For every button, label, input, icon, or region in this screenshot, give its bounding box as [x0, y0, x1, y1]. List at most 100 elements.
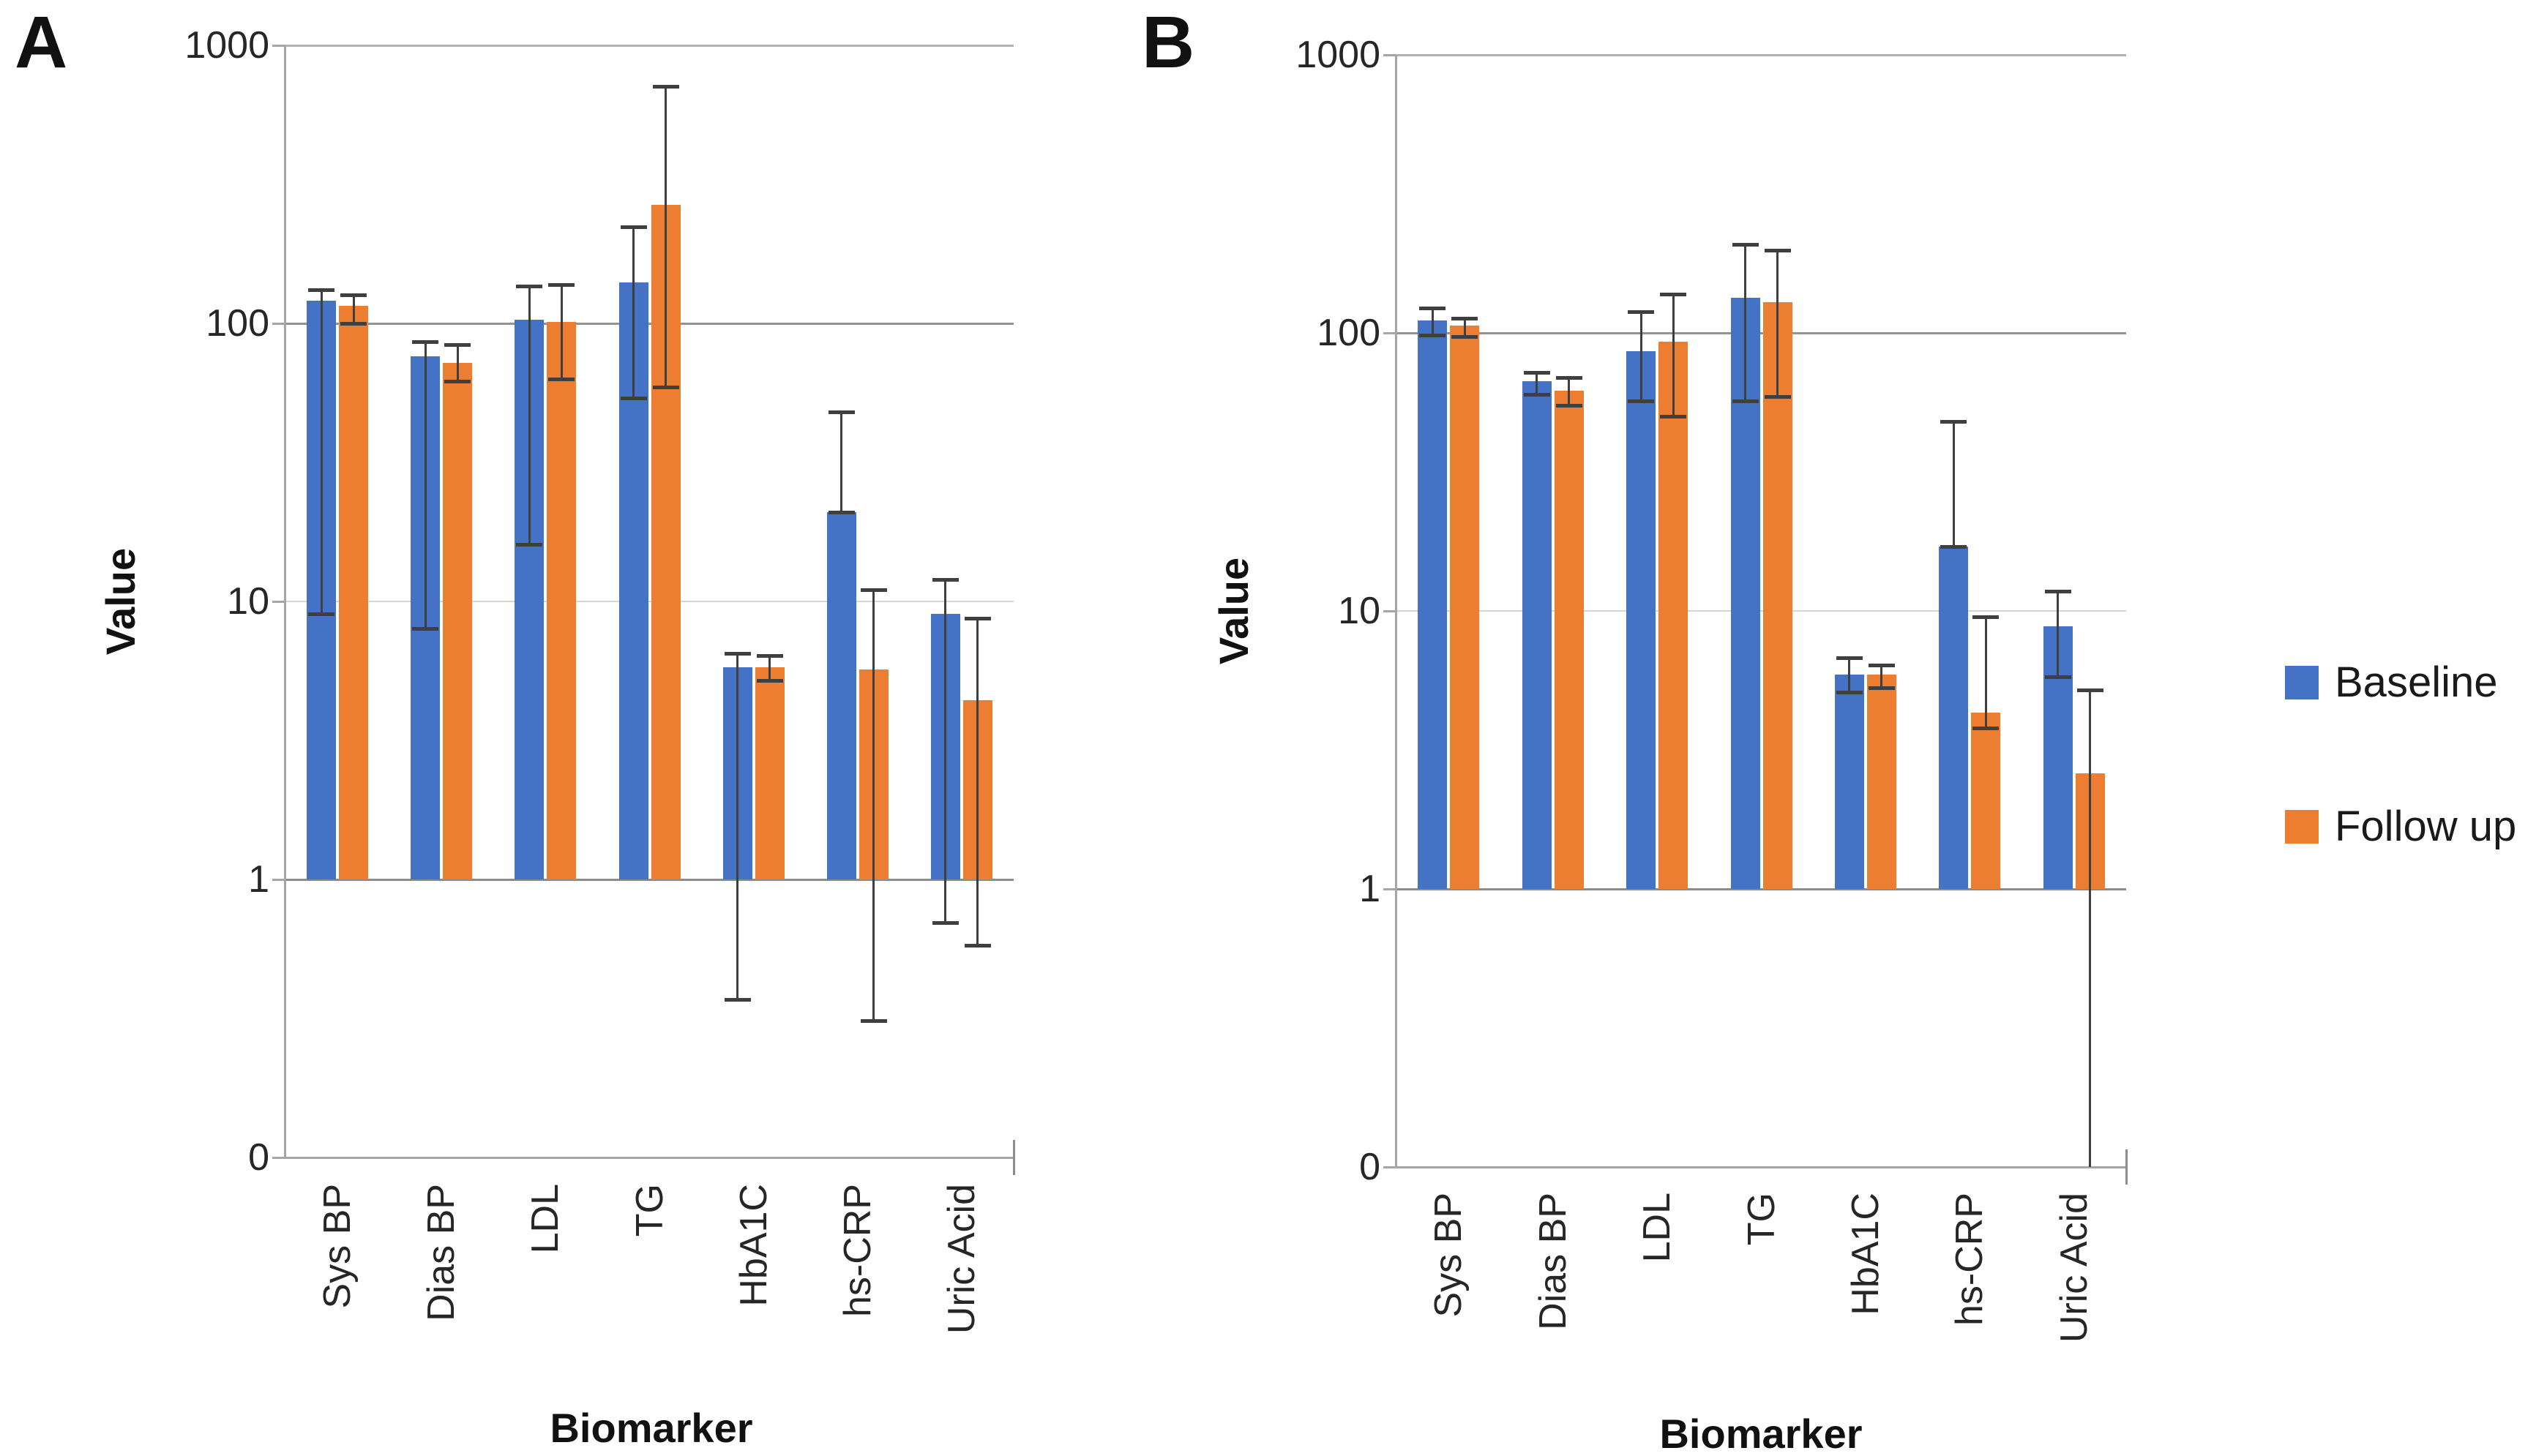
error-bar-cap-bottom [860, 1019, 887, 1024]
error-bar-cap-top [548, 282, 575, 287]
error-bar-cap-top [1972, 615, 2000, 620]
gridline [285, 601, 1014, 602]
error-bar [424, 341, 427, 628]
error-bar-cap-bottom [724, 998, 751, 1002]
error-bar [2089, 689, 2092, 1167]
y-tick-label: 1 [1359, 868, 1380, 910]
gridline [1396, 1166, 2126, 1168]
gridline [1396, 54, 2126, 56]
bar-follow-up [755, 667, 785, 879]
bar-follow-up [443, 363, 473, 879]
legend-label-follow-up: Follow up [2335, 803, 2517, 850]
legend-item-baseline: Baseline [2285, 661, 2497, 705]
panel-b-x-axis-title: Biomarker [1659, 1411, 1863, 1456]
legend-label-baseline: Baseline [2335, 658, 2498, 706]
gridline [285, 323, 1014, 325]
y-tick-label: 1000 [184, 24, 269, 67]
bar-follow-up [1554, 390, 1584, 889]
error-bar-cap-top [860, 588, 887, 593]
category-label: Sys BP [1427, 1193, 1470, 1318]
error-bar [1984, 617, 1987, 728]
error-bar-cap-bottom [1868, 686, 1895, 690]
error-bar-cap-top [1451, 316, 1478, 320]
axis-tick-mark [1383, 888, 1396, 890]
y-tick-label: 100 [206, 302, 269, 345]
error-bar-cap-bottom [1972, 726, 2000, 730]
error-bar [1880, 664, 1883, 688]
error-bar [1431, 307, 1434, 336]
error-bar [872, 590, 875, 1021]
error-bar [1568, 378, 1571, 405]
y-tick-label: 10 [227, 580, 269, 623]
legend-item-follow-up: Follow up [2285, 805, 2516, 849]
error-bar [1536, 372, 1538, 395]
category-label: HbA1C [1844, 1193, 1887, 1316]
error-bar [456, 344, 459, 381]
error-bar-cap-bottom [1451, 335, 1478, 339]
error-bar-cap-top [1660, 292, 1687, 296]
category-label: hs-CRP [1948, 1193, 1991, 1326]
axis-tick-mark [272, 601, 285, 603]
error-bar-cap-bottom [412, 626, 439, 631]
error-bar [1639, 312, 1642, 401]
error-bar-cap-bottom [444, 379, 471, 383]
error-bar-cap-bottom [1764, 395, 1791, 399]
error-bar-cap-top [444, 342, 471, 347]
error-bar-cap-top [828, 410, 855, 415]
y-axis-line [284, 45, 286, 1157]
panel-a-letter: A [15, 1, 68, 83]
error-bar-cap-bottom [756, 678, 783, 683]
bar-baseline [1522, 381, 1552, 889]
gridline [285, 1157, 1014, 1159]
error-bar-cap-top [964, 616, 991, 620]
y-tick-label: 1 [248, 858, 269, 901]
error-bar-cap-top [652, 84, 679, 89]
y-tick-label: 0 [248, 1136, 269, 1179]
error-bar-cap-top [1628, 310, 1655, 315]
error-bar-cap-bottom [1523, 393, 1550, 397]
axis-tick-mark [1383, 1166, 1396, 1168]
axis-tick-mark [1383, 332, 1396, 334]
x-axis-end-tick [2125, 1149, 2128, 1185]
bar-baseline [1418, 320, 1448, 889]
error-bar [560, 284, 563, 380]
error-bar-cap-top [756, 653, 783, 658]
category-label: Dias BP [1531, 1193, 1574, 1330]
error-bar [1776, 250, 1779, 397]
error-bar-cap-top [340, 293, 367, 297]
error-bar-cap-top [1419, 306, 1446, 310]
bar-follow-up [1971, 713, 2001, 889]
error-bar-cap-bottom [340, 322, 367, 326]
error-bar [1744, 244, 1746, 401]
x-axis-end-tick [1013, 1140, 1015, 1175]
bar-baseline [1939, 547, 1969, 889]
error-bar-cap-top [2044, 589, 2071, 593]
error-bar-cap-top [2076, 688, 2103, 692]
error-bar [768, 655, 771, 680]
error-bar [976, 618, 979, 945]
error-bar [352, 294, 355, 323]
bar-follow-up [1866, 675, 1896, 889]
axis-tick-mark [272, 45, 285, 47]
error-bar [1672, 293, 1675, 417]
gridline [285, 879, 1014, 881]
error-bar [665, 86, 667, 388]
baseline-swatch-icon [2285, 666, 2319, 699]
panel-a-x-axis-title: Biomarker [550, 1405, 753, 1451]
gridline [1396, 610, 2126, 612]
error-bar [1848, 657, 1851, 693]
error-bar-cap-bottom [2044, 675, 2071, 679]
y-tick-label: 1000 [1295, 34, 1380, 76]
bar-follow-up [547, 322, 577, 879]
category-label: LDL [1636, 1193, 1679, 1263]
y-tick-label: 0 [1359, 1146, 1380, 1188]
error-bar-cap-bottom [964, 943, 991, 947]
follow-up-swatch-icon [2285, 810, 2319, 844]
error-bar [1463, 318, 1466, 337]
error-bar-cap-top [412, 339, 439, 344]
bar-follow-up [1450, 326, 1480, 889]
error-bar [528, 286, 531, 545]
error-bar-cap-bottom [652, 386, 679, 390]
gridline [1396, 888, 2126, 890]
